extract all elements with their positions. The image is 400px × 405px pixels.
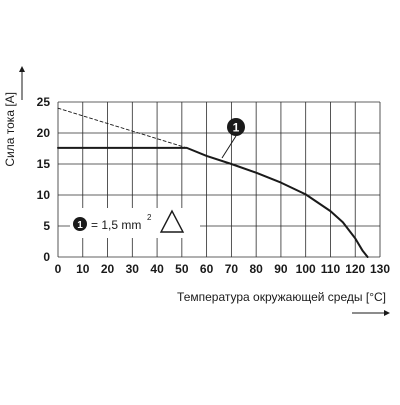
derating-extension-dashed-line [57, 107, 188, 149]
x-tick-label: 110 [321, 262, 341, 276]
chart-grid [57, 101, 381, 258]
chart-series [57, 107, 369, 258]
x-tick-label: 60 [200, 262, 214, 276]
warning-triangle-icon [159, 209, 185, 233]
derating-curve-line [57, 146, 369, 258]
x-tick-label: 120 [345, 262, 365, 276]
y-tick-label: 15 [37, 157, 51, 171]
x-tick-label: 70 [225, 262, 239, 276]
x-tick-label: 90 [274, 262, 288, 276]
y-tick-label: 10 [37, 188, 51, 202]
x-tick-label: 20 [101, 262, 115, 276]
curve-marker-number: 1 [233, 121, 240, 135]
x-axis-arrow-icon [352, 310, 390, 316]
x-tick-label: 40 [150, 262, 164, 276]
legend-text: = 1,5 mm [91, 218, 141, 232]
legend-marker-number: 1 [77, 220, 83, 231]
y-axis-label: Сила тока [A] [3, 92, 17, 167]
x-tick-label: 10 [76, 262, 90, 276]
legend-marker-badge [73, 217, 87, 231]
y-tick-label: 5 [43, 219, 50, 233]
y-tick-label: 0 [43, 250, 50, 264]
curve-marker-badge [227, 118, 245, 136]
x-tick-label: 50 [175, 262, 189, 276]
y-tick-label: 25 [37, 95, 51, 109]
x-tick-label: 100 [296, 262, 316, 276]
x-axis-label: Температура окружающей среды [°C] [177, 290, 386, 304]
y-axis-arrow-icon [19, 66, 25, 100]
y-tick-label: 20 [37, 126, 51, 140]
x-axis-ticks: 0 10 20 30 40 50 60 70 80 90 100 110 120 130 [55, 262, 391, 276]
y-axis-ticks: 0 5 10 15 20 25 [37, 95, 51, 264]
legend-superscript: 2 [147, 213, 152, 222]
curve-marker-callout: 1 [221, 118, 245, 159]
x-tick-label: 130 [370, 262, 390, 276]
x-tick-label: 30 [126, 262, 140, 276]
x-tick-label: 80 [249, 262, 263, 276]
x-tick-label: 0 [55, 262, 62, 276]
chart-legend: 1 = 1,5 mm 2 [70, 208, 200, 238]
